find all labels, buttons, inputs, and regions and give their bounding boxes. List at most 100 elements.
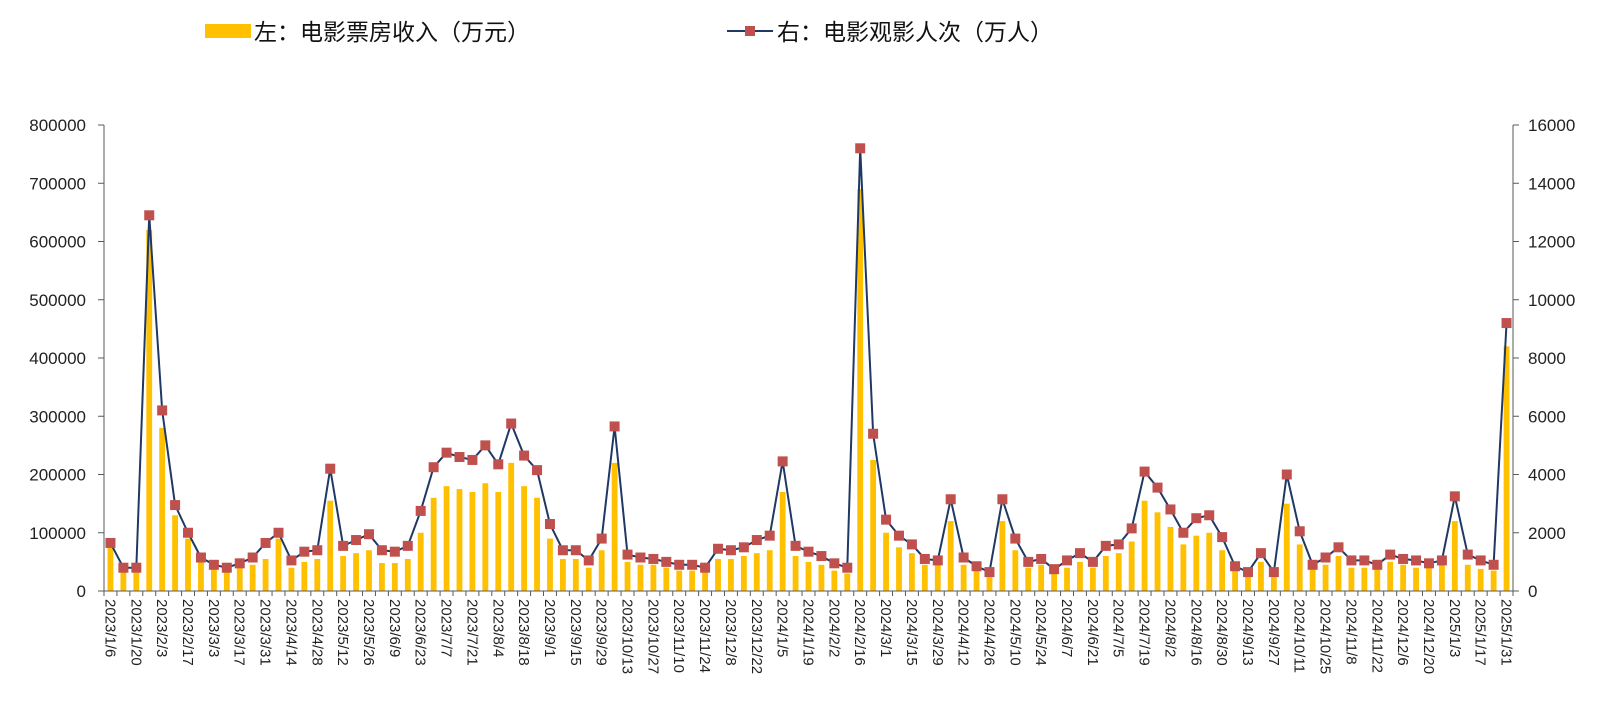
bar <box>1387 561 1394 592</box>
x-tick-label: 2024/11/8 <box>1342 599 1359 665</box>
bar <box>1477 568 1484 591</box>
x-tick-label: 2023/12/8 <box>722 599 739 666</box>
x-tick-label: 2023/9/29 <box>593 599 610 666</box>
bar <box>1180 544 1187 591</box>
left-tick-label: 300000 <box>29 407 86 426</box>
bar <box>1283 503 1290 592</box>
x-tick-label: 2023/9/1 <box>541 599 558 657</box>
attendance-point <box>725 545 736 556</box>
attendance-point <box>118 562 129 573</box>
bar <box>185 538 191 591</box>
bar <box>172 515 179 591</box>
attendance-point <box>195 552 206 563</box>
attendance-point <box>402 540 413 551</box>
attendance-point <box>247 552 258 563</box>
attendance-point <box>493 459 504 470</box>
bar <box>947 521 954 591</box>
right-tick-label: 2000 <box>1528 524 1566 543</box>
bar <box>909 553 915 591</box>
bar <box>1258 561 1264 592</box>
attendance-point <box>532 465 543 476</box>
bar <box>960 564 967 591</box>
attendance-point <box>441 447 452 458</box>
attendance-point <box>273 527 284 538</box>
attendance-point <box>1398 553 1409 564</box>
bar <box>934 564 941 591</box>
bar <box>133 570 140 591</box>
attendance-point <box>1178 527 1189 538</box>
attendance-point <box>1100 540 1111 551</box>
x-tick-label: 2024/12/6 <box>1394 599 1411 666</box>
attendance-point <box>1204 510 1215 521</box>
bar <box>1413 567 1419 591</box>
bar <box>1102 556 1109 591</box>
attendance-point <box>1191 513 1202 524</box>
x-tick-label: 2024/5/24 <box>1032 599 1049 666</box>
x-tick-label: 2024/3/15 <box>903 599 920 666</box>
attendance-point <box>842 562 853 573</box>
left-tick-label: 0 <box>77 582 86 601</box>
attendance-point <box>596 533 607 544</box>
attendance-point <box>234 558 245 569</box>
bar <box>430 497 437 591</box>
bar <box>611 462 618 591</box>
x-tick-label: 2025/1/31 <box>1498 599 1515 666</box>
bar <box>689 570 696 591</box>
attendance-point <box>984 567 995 578</box>
attendance-point <box>1346 555 1357 566</box>
x-tick-label: 2023/1/6 <box>101 599 118 657</box>
attendance-point <box>260 537 271 548</box>
attendance-point <box>131 562 142 573</box>
attendance-point <box>648 553 659 564</box>
bar <box>443 486 450 591</box>
attendance-point <box>428 462 439 473</box>
attendance-point <box>351 535 362 546</box>
x-tick-label: 2024/4/12 <box>955 599 972 666</box>
bar <box>650 564 657 591</box>
bar <box>547 538 553 591</box>
attendance-point <box>1385 549 1396 560</box>
bar <box>598 550 605 591</box>
x-tick-label: 2024/3/29 <box>929 599 946 666</box>
bar <box>1245 576 1251 591</box>
attendance-point <box>661 556 672 567</box>
attendance-point <box>777 456 788 467</box>
bar <box>469 491 476 591</box>
bar <box>676 570 683 591</box>
attendance-point <box>480 440 491 451</box>
attendance-point <box>1488 559 1499 570</box>
x-tick-label: 2024/2/2 <box>825 599 842 657</box>
left-tick-label: 500000 <box>29 291 86 310</box>
bar <box>986 576 993 591</box>
left-tick-label: 100000 <box>29 524 86 543</box>
bar <box>353 553 359 591</box>
bar <box>417 532 424 591</box>
x-tick-label: 2023/3/31 <box>257 599 274 666</box>
right-tick-label: 0 <box>1528 582 1537 601</box>
bar <box>1154 512 1161 591</box>
right-tick-label: 4000 <box>1528 466 1566 485</box>
bar <box>1141 500 1148 591</box>
attendance-point <box>221 562 232 573</box>
attendance-point <box>583 555 594 566</box>
x-tick-label: 2023/6/9 <box>386 599 403 657</box>
attendance-point <box>855 143 866 154</box>
x-tick-label: 2023/10/27 <box>644 599 661 674</box>
attendance-point <box>1087 556 1098 567</box>
bar <box>1232 570 1238 591</box>
bar <box>1064 567 1070 591</box>
legend: 左：电影票房收入（万元） 右：电影观影人次（万人） <box>205 20 1053 46</box>
bar <box>1426 567 1432 591</box>
attendance-point <box>919 553 930 564</box>
bar <box>404 558 411 591</box>
x-tick-label: 2024/4/26 <box>980 599 997 666</box>
attendance-point <box>790 540 801 551</box>
attendance-point <box>622 549 633 560</box>
bar <box>973 570 980 591</box>
bar <box>766 550 773 591</box>
attendance-point <box>609 421 620 432</box>
attendance-point <box>1074 548 1085 559</box>
plot-area: 0100000200000300000400000500000600000700… <box>29 116 1575 674</box>
x-tick-label: 2024/8/2 <box>1161 599 1178 657</box>
bar <box>482 483 489 591</box>
